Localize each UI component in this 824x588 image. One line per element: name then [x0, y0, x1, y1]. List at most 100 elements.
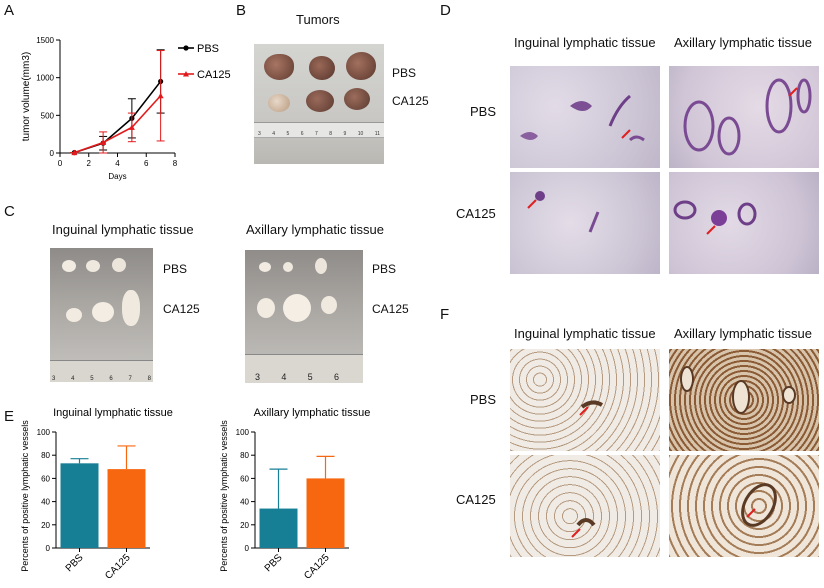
c-inguinal-row-label-ca125: CA125 [163, 302, 200, 316]
c-inguinal-ruler-tick-5: 8 [147, 376, 151, 382]
panel-label-f: F [440, 306, 450, 323]
axillary-chart-ytick-label-1: 20 [240, 521, 249, 530]
tumor-ruler-tick-1: 4 [272, 131, 276, 137]
d-axillary-ca125-image [669, 172, 819, 274]
axillary-chart-ytick-label-2: 40 [240, 498, 249, 507]
f-inguinal-pbs-vessels [579, 400, 604, 416]
series-line-ca125 [74, 95, 162, 154]
tumors-row-label-pbs: PBS [392, 66, 417, 80]
axillary-chart-xtick-label-ca125: CA125 [302, 552, 332, 582]
axillary-chart-bar-ca125 [306, 478, 345, 548]
c-ing-pbs-node-2 [86, 260, 100, 272]
c-axillary-photo: 3 4 5 6 [245, 250, 363, 383]
d-right-title: Axillary lymphatic tissue [674, 35, 812, 50]
axillary-chart-ytick-label-5: 100 [236, 428, 250, 437]
panel-label-b: B [236, 2, 247, 19]
c-inguinal-ruler-tick-0: 3 [52, 376, 56, 382]
axillary-chart-ytick-label-3: 60 [240, 474, 249, 483]
c-axillary-ruler: 3 4 5 6 [245, 354, 363, 383]
point-ca125-3 [157, 92, 164, 99]
inguinal-chart-ytick-label-3: 60 [41, 474, 50, 483]
line-chart-xtick-label-2: 4 [115, 159, 120, 168]
c-ing-ca125-node-2 [92, 302, 114, 322]
c-ing-pbs-node-3 [112, 258, 126, 272]
c-ing-ca125-node-3 [122, 290, 140, 326]
tumor-ruler-tick-8: 11 [374, 131, 380, 137]
f-axillary-pbs-image [669, 349, 819, 451]
inguinal-chart-xtick-label-pbs: PBS [64, 552, 86, 574]
c-ing-pbs-node-1 [62, 260, 76, 272]
c-inguinal-ruler-tick-4: 7 [128, 376, 132, 382]
c-left-title: Inguinal lymphatic tissue [52, 222, 194, 237]
d-axillary-ca125-vessels [673, 200, 757, 235]
tumors-photo: 3 4 5 6 7 8 9 10 11 [254, 44, 384, 164]
c-ax-pbs-node-1 [259, 262, 271, 272]
inguinal-bar-chart: Inguinal lymphatic tissue 0 20 40 60 80 100 Per… [20, 407, 173, 582]
line-chart-xtick-label-3: 6 [144, 159, 149, 168]
panel-label-d: D [440, 2, 451, 19]
inguinal-chart-ytick-label-5: 100 [37, 428, 51, 437]
point-ca125-2 [128, 124, 135, 130]
series-line-pbs [74, 80, 162, 154]
tumor-ruler-tick-4: 7 [315, 131, 318, 137]
d-row-label-pbs: PBS [470, 104, 497, 119]
f-right-title: Axillary lymphatic tissue [674, 326, 812, 341]
c-ax-ca125-node-3 [321, 296, 337, 314]
c-ax-ca125-node-2 [283, 294, 311, 322]
line-chart-xlabel: Days [108, 172, 126, 181]
line-chart-ylabel: tumor volume(mm3) [21, 52, 32, 141]
tumor-pbs-3 [346, 52, 376, 80]
c-axillary-ruler-tick-3: 6 [333, 372, 339, 382]
axillary-bar-chart: Axillary lymphatic tissue 0 20 40 60 80 100 Per… [219, 407, 370, 582]
panel-label-c: C [4, 203, 15, 220]
axillary-chart-ylabel: Percents of positive lymphatic vessels [219, 420, 229, 572]
d-row-label-ca125: CA125 [456, 206, 496, 221]
d-inguinal-ca125-vessels [527, 191, 600, 233]
c-ax-pbs-node-2 [283, 262, 293, 272]
inguinal-chart-ytick-label-4: 80 [41, 451, 50, 460]
tumor-ca125-2 [306, 90, 334, 112]
inguinal-chart-ylabel: Percents of positive lymphatic vessels [20, 420, 30, 572]
c-axillary-ruler-tick-2: 5 [307, 372, 313, 382]
f-row-label-pbs: PBS [470, 392, 497, 407]
panel-label-e: E [4, 408, 15, 425]
c-inguinal-photo: 3 4 5 6 7 8 [50, 248, 153, 382]
axillary-chart-ytick-label-0: 0 [245, 544, 250, 553]
f-axillary-ca125-image [669, 455, 819, 557]
tumor-volume-line-chart: 0 500 1000 1500 0 2 4 6 8 Days tumor volume(mm3) PB… [21, 36, 231, 181]
tumors-title: Tumors [296, 12, 340, 27]
line-chart-ytick-label-3: 1500 [36, 36, 54, 45]
panel-label-a: A [4, 2, 15, 19]
c-right-title: Axillary lymphatic tissue [246, 222, 384, 237]
f-axillary-pbs-vessels [680, 366, 796, 414]
f-inguinal-ca125-vessels [571, 518, 596, 538]
inguinal-chart-xtick-label-ca125: CA125 [103, 552, 133, 582]
c-inguinal-row-label-pbs: PBS [163, 262, 188, 276]
line-chart-xtick-label-4: 8 [173, 159, 178, 168]
d-axillary-pbs-image [669, 66, 819, 168]
axillary-chart-ytick-label-4: 80 [240, 451, 249, 460]
axillary-chart-xtick-label-pbs: PBS [263, 552, 285, 574]
tumor-ruler-tick-0: 3 [258, 131, 261, 137]
c-axillary-ruler-tick-0: 3 [255, 372, 261, 382]
c-axillary-row-label-ca125: CA125 [372, 302, 409, 316]
c-inguinal-ruler-tick-3: 6 [109, 376, 113, 382]
line-chart-ytick-label-2: 1000 [36, 74, 54, 83]
f-axillary-ca125-vessels [741, 483, 777, 527]
tumor-ruler-tick-2: 5 [286, 131, 290, 137]
d-inguinal-pbs-image [510, 66, 660, 168]
line-chart-xtick-label-1: 2 [87, 159, 92, 168]
f-left-title: Inguinal lymphatic tissue [514, 326, 656, 341]
legend-label-pbs: PBS [197, 43, 219, 55]
inguinal-chart-bar-ca125 [107, 469, 146, 548]
c-ax-ca125-node-1 [257, 298, 275, 318]
tumor-pbs-1 [264, 54, 294, 80]
f-inguinal-pbs-image [510, 349, 660, 451]
inguinal-chart-title: Inguinal lymphatic tissue [53, 407, 173, 419]
c-axillary-row-label-pbs: PBS [372, 262, 397, 276]
tumor-pbs-2 [309, 56, 335, 80]
c-ing-ca125-node-1 [66, 308, 82, 322]
legend-marker-ca125 [183, 71, 189, 77]
c-axillary-ruler-tick-1: 4 [281, 372, 287, 382]
line-chart-xtick-label-0: 0 [58, 159, 63, 168]
